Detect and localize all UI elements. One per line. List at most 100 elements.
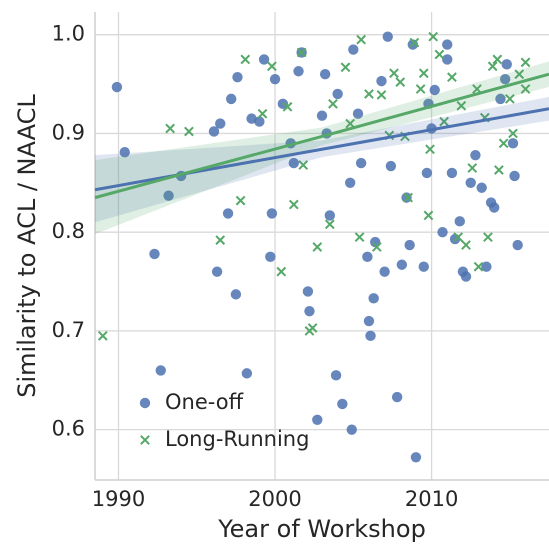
point	[395, 77, 406, 87]
point	[376, 90, 387, 100]
point	[226, 93, 237, 105]
point	[346, 424, 357, 435]
point	[514, 69, 525, 80]
point	[316, 110, 328, 121]
point	[504, 94, 515, 104]
point	[254, 116, 265, 127]
point	[442, 54, 453, 65]
point	[269, 73, 281, 85]
point	[282, 101, 293, 112]
point	[371, 242, 382, 252]
point	[344, 177, 356, 189]
point	[415, 84, 426, 94]
point	[267, 61, 277, 72]
point	[149, 248, 160, 260]
x-tick-label: 2000	[248, 487, 301, 511]
point	[257, 108, 268, 119]
point	[460, 271, 472, 282]
point	[345, 118, 356, 129]
point	[312, 414, 323, 425]
y-tick-label: 0.7	[52, 318, 85, 342]
point	[389, 68, 399, 79]
y-tick-label: 0.8	[52, 219, 85, 243]
point	[508, 128, 518, 139]
point	[456, 100, 467, 111]
point	[379, 266, 390, 277]
point	[382, 31, 393, 42]
point	[356, 34, 367, 45]
y-tick-label: 0.9	[52, 120, 85, 144]
point	[208, 126, 220, 137]
point	[465, 177, 476, 189]
legend-marker	[139, 397, 151, 409]
legend: One-off Long-Running	[139, 390, 309, 451]
point	[467, 163, 478, 173]
point	[396, 259, 408, 270]
point	[354, 232, 365, 242]
point	[418, 261, 429, 272]
point	[501, 59, 512, 70]
point	[385, 160, 397, 172]
point	[222, 208, 234, 219]
point	[235, 195, 246, 206]
point	[355, 157, 367, 169]
point	[258, 54, 270, 65]
point	[454, 216, 465, 227]
point	[487, 61, 498, 72]
point	[119, 147, 130, 158]
regression-line	[94, 107, 549, 192]
point	[442, 39, 453, 50]
y-tick-label: 1.0	[52, 22, 85, 46]
point	[266, 208, 278, 219]
point	[328, 98, 338, 109]
point	[332, 88, 343, 100]
point	[324, 210, 336, 221]
point	[495, 93, 506, 105]
point	[453, 232, 464, 242]
point	[401, 192, 412, 203]
point	[410, 452, 422, 463]
point	[298, 160, 309, 170]
point	[312, 242, 323, 252]
point	[276, 266, 287, 277]
point	[165, 123, 176, 134]
point	[473, 261, 484, 272]
point	[365, 330, 376, 342]
point	[293, 66, 304, 77]
point	[230, 289, 242, 300]
legend-marker	[140, 435, 150, 445]
point	[277, 98, 289, 110]
point	[288, 157, 300, 169]
point	[363, 315, 375, 327]
point	[403, 192, 413, 203]
point	[429, 84, 440, 96]
point	[425, 144, 435, 155]
point	[288, 199, 299, 210]
x-tick-label: 2010	[405, 487, 458, 511]
point	[489, 202, 500, 213]
point	[447, 72, 457, 83]
point	[507, 138, 519, 149]
point	[446, 167, 458, 179]
point	[520, 84, 531, 94]
point	[111, 81, 123, 93]
point	[376, 75, 387, 87]
point	[428, 31, 439, 42]
point	[483, 232, 493, 242]
point	[97, 330, 108, 341]
point	[330, 370, 342, 381]
point	[319, 69, 331, 80]
point	[184, 126, 194, 137]
point	[418, 68, 429, 79]
point	[324, 219, 335, 230]
point	[409, 37, 420, 48]
point	[437, 226, 448, 238]
point	[265, 251, 276, 263]
y-axis-label: Similarity to ACL / NAACL	[13, 94, 41, 398]
point	[512, 239, 523, 251]
point	[352, 108, 364, 119]
point	[439, 116, 449, 127]
y-tick-label: 0.6	[52, 417, 85, 441]
legend-label: Long-Running	[165, 427, 309, 451]
